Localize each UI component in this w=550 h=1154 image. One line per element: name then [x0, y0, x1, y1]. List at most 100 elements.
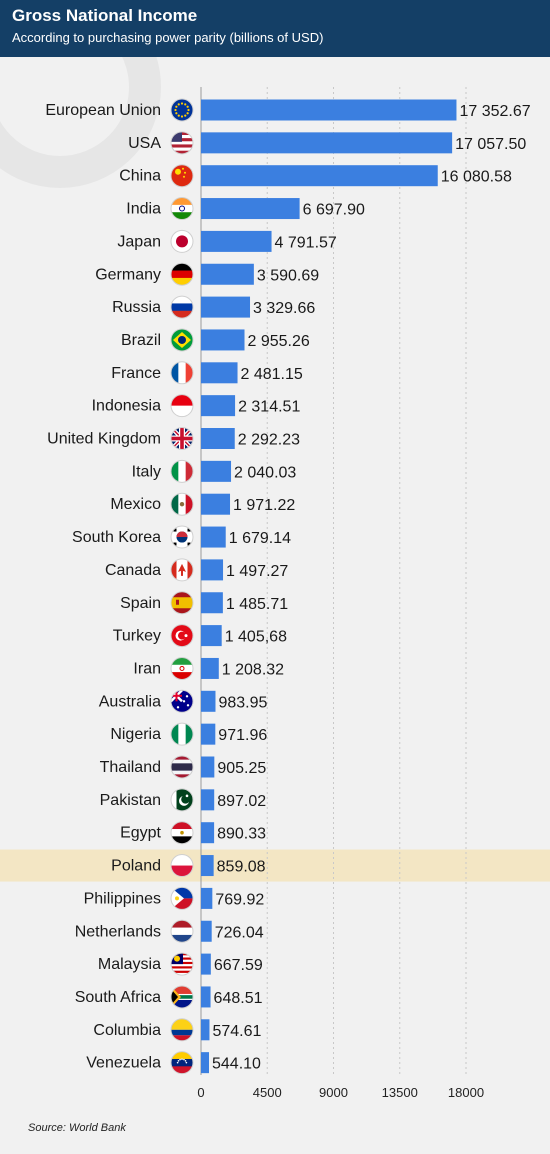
bar: [201, 428, 235, 449]
category-label: Brazil: [121, 332, 161, 349]
chart-row: Australia 983.95: [99, 689, 268, 713]
category-label: Turkey: [113, 628, 161, 645]
bar: [201, 1019, 210, 1041]
brazil-flag-icon: [170, 328, 194, 352]
category-label: Poland: [111, 858, 161, 875]
value-label: 983.95: [218, 694, 267, 711]
category-label: Canada: [105, 562, 161, 579]
bar: [201, 887, 213, 909]
bar: [201, 263, 254, 285]
chart-row: Germany 3 590.69: [95, 262, 319, 286]
bar: [201, 460, 232, 482]
chart-row: Nigeria 971.96: [110, 722, 267, 746]
bar: [201, 165, 438, 187]
bar: [201, 822, 215, 844]
category-label: United Kingdom: [47, 431, 161, 448]
value-label: 3 329.66: [253, 300, 315, 317]
japan-flag-icon: [170, 229, 194, 253]
bar: [201, 1052, 210, 1074]
bar: [201, 690, 216, 712]
value-label: 544.10: [212, 1056, 261, 1073]
value-label: 905.25: [217, 760, 266, 777]
chart-row: Turkey 1 405,68: [113, 624, 287, 648]
china-flag-icon: [170, 164, 194, 188]
chart-row: South Korea 1 679.14: [72, 525, 291, 549]
chart-row: Philippines 769.92: [84, 886, 264, 910]
value-label: 667.59: [214, 957, 263, 974]
highlight-band: [0, 849, 550, 882]
category-label: Malaysia: [98, 956, 161, 973]
india-flag-icon: [170, 197, 194, 221]
chart-row: Canada 1 497.27: [105, 558, 288, 582]
chart-row: Indonesia 2 314.51: [92, 394, 300, 418]
value-label: 2 040.03: [234, 464, 296, 481]
bar-chart: 0 4500 9000 13500 18000 European Union 17 352.…: [0, 57, 550, 1100]
value-label: 4 791.57: [275, 234, 337, 251]
bar: [201, 329, 245, 351]
south-korea-flag-icon: [170, 525, 194, 549]
value-label: 1 679.14: [229, 530, 291, 547]
bar: [201, 723, 216, 745]
chart-row: France 2 481.15: [111, 361, 303, 385]
bar: [201, 657, 219, 679]
bar: [201, 230, 272, 252]
value-label: 859.08: [217, 859, 266, 876]
x-tick-label: 4500: [253, 1085, 282, 1100]
category-label: Mexico: [110, 496, 161, 513]
chart-row: USA 17 057.50: [128, 131, 526, 155]
source-note: Source: World Bank: [28, 1122, 126, 1134]
france-flag-icon: [170, 361, 194, 385]
turkey-flag-icon: [170, 624, 194, 648]
x-tick-label: 9000: [319, 1085, 348, 1100]
chart-row: Italy 2 040.03: [132, 459, 296, 483]
nigeria-flag-icon: [170, 722, 194, 746]
bar: [201, 920, 212, 942]
thailand-flag-icon: [170, 755, 194, 779]
chart-area: 0 4500 9000 13500 18000 European Union 17 352.…: [0, 57, 550, 1154]
chart-row: Venezuela 544.10: [86, 1051, 261, 1075]
category-label: Philippines: [84, 890, 161, 907]
chart-subtitle: According to purchasing power parity (bi…: [12, 30, 324, 45]
value-label: 971.96: [218, 727, 267, 744]
chart-row: China 16 080.58: [119, 164, 512, 188]
value-label: 1 405,68: [225, 629, 287, 646]
bar: [201, 493, 231, 515]
category-label: Venezuela: [86, 1055, 161, 1072]
bar: [201, 789, 215, 811]
chart-row: Spain 1 485.71: [120, 591, 288, 615]
category-label: Spain: [120, 595, 161, 612]
category-label: Indonesia: [92, 398, 161, 415]
value-label: 648.51: [214, 990, 263, 1007]
usa-flag-icon: [170, 131, 194, 155]
chart-title: Gross National Income: [12, 6, 198, 25]
chart-row: India 6 697.90: [126, 197, 365, 221]
chart-row: United Kingdom 2 292.23: [47, 427, 300, 450]
category-label: Egypt: [120, 825, 161, 842]
chart-row: Mexico 1 971.22: [110, 492, 295, 516]
venezuela-flag-icon: [170, 1051, 194, 1075]
category-label: Pakistan: [100, 792, 161, 809]
category-label: Italy: [132, 463, 161, 480]
bar: [201, 592, 223, 614]
bar: [201, 362, 238, 384]
italy-flag-icon: [170, 459, 194, 483]
x-tick-label: 0: [197, 1085, 204, 1100]
category-label: China: [119, 168, 161, 185]
category-label: Germany: [95, 266, 161, 283]
colombia-flag-icon: [170, 1018, 194, 1042]
value-label: 769.92: [215, 891, 264, 908]
value-label: 17 352.67: [459, 103, 530, 120]
bar: [201, 296, 251, 318]
category-label: Netherlands: [75, 923, 161, 940]
background-watermark: [0, 57, 161, 188]
header: Gross National Income According to purch…: [0, 0, 550, 57]
bar: [201, 559, 224, 581]
category-label: Iran: [133, 660, 161, 677]
value-label: 2 314.51: [238, 399, 300, 416]
chart-row: Poland 859.08: [111, 854, 266, 878]
bar: [201, 99, 457, 121]
value-label: 1 497.27: [226, 563, 288, 580]
value-label: 2 481.15: [241, 366, 303, 383]
germany-flag-icon: [170, 262, 194, 286]
value-label: 1 971.22: [233, 497, 295, 514]
